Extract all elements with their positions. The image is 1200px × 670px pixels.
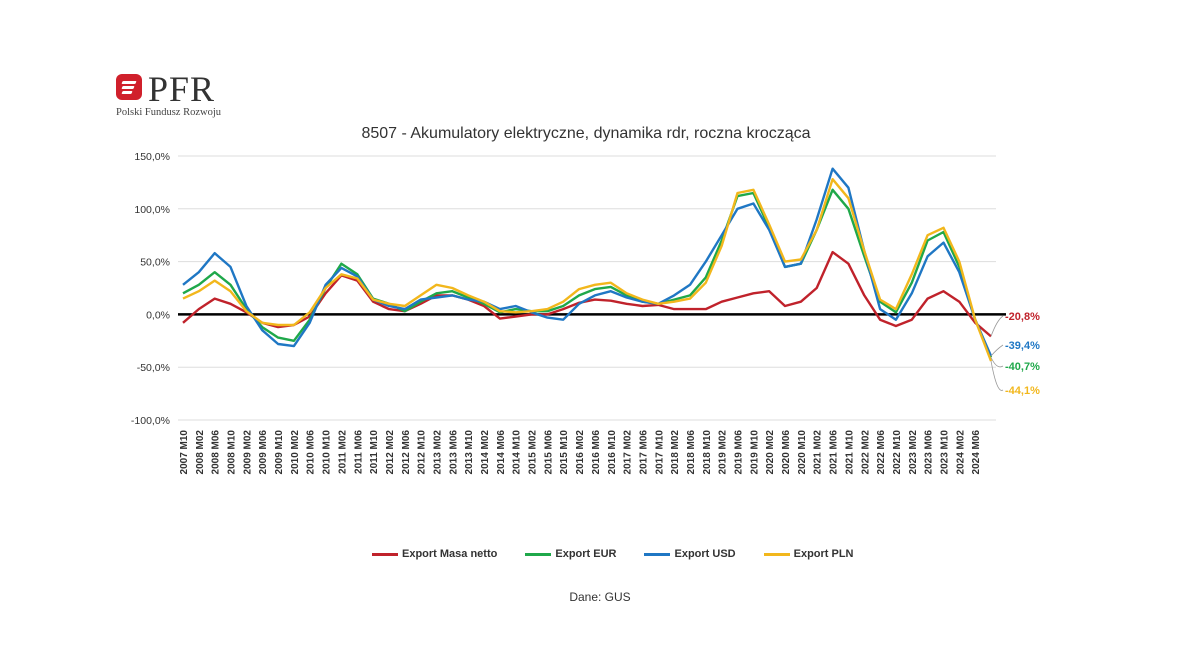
legend-entry: Export Masa netto [372,548,497,560]
x-tick-label: 2014 M06 [496,430,507,475]
x-tick-label: 2016 M02 [575,430,586,475]
x-tick-label: 2012 M10 [417,430,428,475]
legend-label: Export Masa netto [402,548,498,560]
y-tick-label: 150,0% [134,151,170,163]
x-tick-label: 2014 M02 [480,430,491,475]
legend-swatch [644,552,671,556]
chart-title: 8507 - Akumulatory elektryczne, dynamika… [361,125,810,142]
chart-legend: Export Masa netto Export EUR Export USD Exp… [372,548,854,560]
x-tick-label: 2021 M06 [829,430,840,475]
x-tick-label: 2021 M02 [813,430,824,475]
x-tick-label: 2010 M10 [322,430,333,475]
x-tick-label: 2020 M06 [781,430,792,475]
x-tick-label: 2008 M02 [195,430,206,475]
end-value-label: -20,8% [1005,311,1040,323]
x-tick-label: 2018 M10 [702,430,713,475]
end-label-leader [990,357,1004,368]
end-value-label: -40,7% [1005,361,1040,373]
x-tick-label: 2015 M10 [559,430,570,475]
y-tick-label: 100,0% [134,204,170,216]
x-tick-label: 2020 M02 [765,430,776,475]
x-tick-label: 2019 M02 [718,430,729,475]
x-tick-label: 2016 M06 [591,430,602,475]
x-tick-label: 2017 M10 [654,430,665,475]
legend-entry: Export EUR [525,548,616,560]
x-tick-label: 2008 M06 [211,430,222,475]
legend-label: Export PLN [793,548,854,560]
x-tick-label: 2018 M06 [686,430,697,475]
end-label-leader [990,344,1004,357]
x-tick-label: 2013 M06 [448,430,459,475]
logo-subtitle: Polski Fundusz Rozwoju [116,107,222,118]
x-tick-label: 2015 M02 [528,430,539,475]
x-tick-label: 2022 M10 [892,430,903,475]
x-tick-label: 2015 M06 [543,430,554,475]
x-tick-label: 2023 M10 [939,430,950,475]
end-value-label: -44,1% [1005,385,1040,397]
x-tick-label: 2017 M02 [623,430,634,475]
x-tick-label: 2011 M06 [353,430,364,474]
x-tick-label: 2007 M10 [179,430,190,475]
legend-swatch [763,552,790,556]
legend-label: Export USD [674,548,736,560]
x-tick-label: 2016 M10 [607,430,618,475]
x-tick-label: 2011 M02 [337,430,348,474]
series-line-export-pln [182,178,993,362]
x-tick-label: 2022 M06 [876,430,887,475]
y-tick-label: 50,0% [140,257,170,269]
legend-entry: Export USD [644,548,736,560]
logo-wordmark: PFR [148,69,216,109]
line-chart: 8507 - Akumulatory elektryczne, dynamika… [131,125,1040,475]
x-tick-label: 2012 M02 [385,430,396,475]
x-tick-label: 2024 M02 [955,430,966,475]
x-tick-label: 2018 M02 [670,430,681,475]
x-tick-label: 2022 M02 [860,430,871,475]
end-labels: -20,8% -39,4% -40,7% -44,1% [990,311,1040,397]
x-tick-label: 2014 M10 [512,430,523,475]
x-tick-label: 2020 M10 [797,430,808,475]
x-tick-label: 2024 M06 [971,430,982,475]
x-tick-label: 2013 M10 [464,430,475,475]
x-tick-label: 2017 M06 [638,430,649,475]
legend-swatch [525,552,552,556]
data-source: Dane: GUS [569,590,631,604]
x-tick-label: 2023 M02 [908,430,919,475]
x-tick-label: 2009 M02 [242,430,253,475]
legend-label: Export EUR [555,548,617,560]
x-tick-label: 2019 M10 [749,430,760,475]
chart-series [182,167,993,362]
y-tick-label: -50,0% [137,362,170,374]
end-label-leader [990,315,1004,337]
x-axis: 2007 M10 2008 M02 2008 M06 2008 M10 2009 M02… [179,430,982,475]
y-axis: 150,0% 100,0% 50,0% 0,0% -50,0% -100,0% [131,151,170,427]
x-tick-label: 2009 M10 [274,430,285,475]
x-tick-label: 2011 M10 [369,430,380,474]
end-label-leader [990,360,1004,391]
chart-grid [178,155,996,421]
y-tick-label: 0,0% [146,309,170,321]
x-tick-label: 2010 M02 [290,430,301,475]
pfr-logo-icon [116,74,142,100]
pfr-logo: PFR Polski Fundusz Rozwoju [116,69,246,122]
x-tick-label: 2012 M06 [401,430,412,475]
x-tick-label: 2021 M10 [844,430,855,475]
x-tick-label: 2008 M10 [227,430,238,475]
legend-entry: Export PLN [763,548,854,560]
x-tick-label: 2023 M06 [924,430,935,475]
y-tick-label: -100,0% [131,415,170,427]
legend-swatch [372,552,398,556]
x-tick-label: 2013 M02 [432,430,443,475]
end-value-label: -39,4% [1005,340,1040,352]
series-line-export-usd [182,167,993,357]
x-tick-label: 2019 M06 [734,430,745,475]
x-tick-label: 2009 M06 [258,430,269,475]
x-tick-label: 2010 M06 [306,430,317,475]
